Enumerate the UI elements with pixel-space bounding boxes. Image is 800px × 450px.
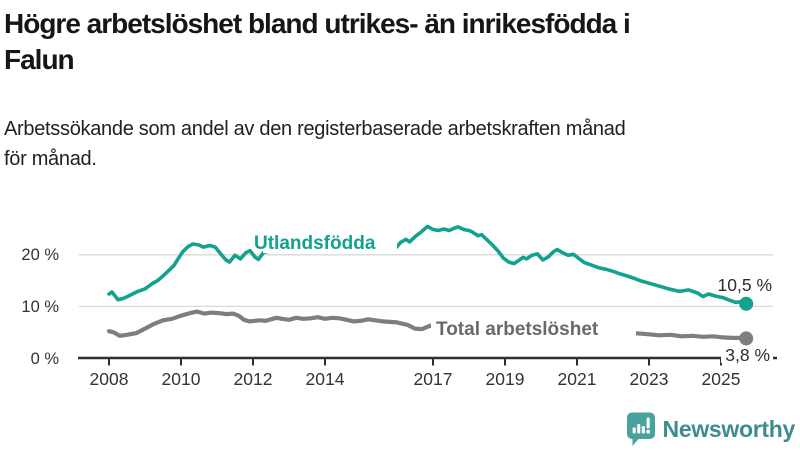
- x-tick-label: 2012: [234, 369, 273, 389]
- page-subtitle: Arbetssökande som andel av den registerb…: [4, 118, 626, 170]
- newsworthy-bubble-icon: [626, 412, 655, 446]
- series-label-total-arbetsloshet: Total arbetslöshet: [436, 319, 599, 340]
- x-tick-label: 2008: [90, 369, 129, 389]
- x-tick-label: 2017: [414, 369, 453, 389]
- exclamation-bar: [646, 417, 650, 429]
- exclamation-dot: [645, 429, 650, 434]
- series-label-utlandsfodda: Utlandsfödda: [254, 233, 376, 254]
- x-tick-label: 2010: [162, 369, 201, 389]
- x-tick-label: 2021: [558, 369, 597, 389]
- x-tick-label: 2014: [306, 369, 345, 389]
- series-line-utlandsfodda: [107, 224, 749, 306]
- page-title: Högre arbetslöshet bland utrikes- än inr…: [4, 8, 631, 76]
- bar-3: [641, 426, 645, 434]
- newsworthy-wordmark: Newsworthy: [662, 416, 796, 442]
- label-mask-total: [431, 316, 636, 340]
- bubble-shape: [626, 412, 655, 446]
- x-tick-label: 2025: [702, 369, 741, 389]
- end-value-label-utlandsfodda: 10,5 %: [718, 275, 772, 295]
- y-tick-label-0: 0 %: [31, 350, 60, 368]
- label-mask-utlandsfodda: [263, 228, 397, 253]
- newsworthy-logo[interactable]: Newsworthy: [626, 412, 796, 447]
- end-label-mask-total: [721, 344, 773, 363]
- end-value-label-total: 3,8 %: [725, 345, 770, 365]
- end-dot-utlandsfodda: [739, 296, 754, 311]
- series-line-total-arbetsloshet: [106, 309, 749, 341]
- end-dot-total-arbetsloshet: [739, 331, 754, 346]
- x-tick-label: 2023: [630, 369, 669, 389]
- bar-2: [636, 424, 640, 434]
- x-tick-label: 2019: [486, 369, 525, 389]
- y-tick-label-20: 20 %: [21, 246, 59, 264]
- bar-1: [632, 427, 636, 434]
- y-tick-label-10: 10 %: [21, 298, 59, 316]
